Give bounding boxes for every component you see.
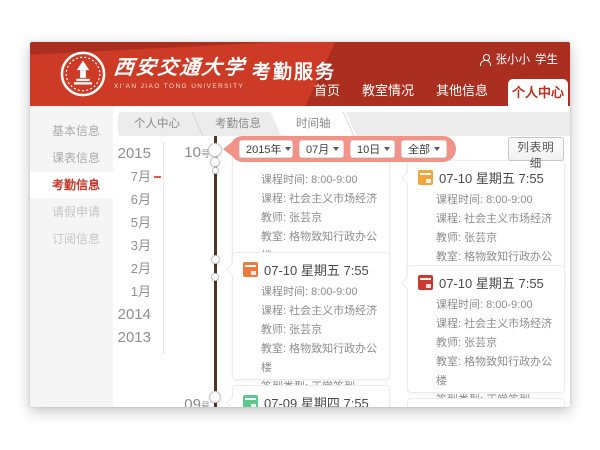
calendar-icon xyxy=(418,170,433,185)
card-field-course: 课程: 社会主义市场经济 xyxy=(436,213,553,225)
day-marker-09: 09号 xyxy=(184,396,210,407)
attendance-card-stub[interactable] xyxy=(407,398,565,407)
app-header: 西安交通大学 XI'AN JIAO TONG UNIVERSITY 考勤服务 张… xyxy=(30,42,570,106)
timeline-axis xyxy=(214,136,217,407)
sidebar: 基本信息 课表信息 考勤信息 请假申请 订阅信息 xyxy=(30,106,113,407)
card-date-title: 07-09 星期四 7:55 xyxy=(264,396,369,407)
card-field-course-time: 课程时间: 8:00-9:00 xyxy=(261,174,358,186)
card-date-title: 07-10 星期五 7:55 xyxy=(264,263,369,278)
user-icon xyxy=(479,53,491,66)
university-name-en: XI'AN JIAO TONG UNIVERSITY xyxy=(114,83,245,90)
calendar-icon xyxy=(418,275,433,290)
calendar-icon xyxy=(243,262,258,277)
user-role: 学生 xyxy=(535,54,558,66)
app-title: 考勤服务 xyxy=(252,62,337,83)
filter-bar: 2015年 07月 10日 全部 xyxy=(223,136,456,162)
card-field-course: 课程: 社会主义市场经济 xyxy=(261,193,378,205)
month-select[interactable]: 07月 xyxy=(299,140,344,158)
breadcrumb: 个人中心 考勤信息 时间轴 xyxy=(118,112,570,136)
attendance-card[interactable]: 07-10 星期五 7:55 课程时间: 8:00-9:00 课程: 社会主义市… xyxy=(225,252,390,393)
content-area: 基本信息 课表信息 考勤信息 请假申请 订阅信息 个人中心 考勤信息 时间轴 2… xyxy=(30,106,570,407)
card-field-teacher: 教师: 张芸京 xyxy=(261,212,323,224)
timeline-month-jan[interactable]: 1月 xyxy=(130,284,151,299)
card-field-classroom: 教室: 格物致知行政办公楼 xyxy=(436,356,553,387)
timeline-year-2015[interactable]: 2015 xyxy=(117,145,151,162)
breadcrumb-attendance-info[interactable]: 考勤信息 xyxy=(215,118,261,130)
nav-home[interactable]: 首页 xyxy=(313,83,340,98)
timeline-node xyxy=(209,391,221,403)
user-name: 张小小 xyxy=(495,54,531,66)
card-field-teacher: 教师: 张芸京 xyxy=(261,324,323,336)
user-info[interactable]: 张小小 学生 xyxy=(479,51,558,67)
timeline-month-mar[interactable]: 3月 xyxy=(130,238,151,253)
timeline-month-feb[interactable]: 2月 xyxy=(130,261,151,276)
main-nav: 首页 教室情况 其他信息 个人中心 xyxy=(303,79,568,106)
day-select[interactable]: 10日 xyxy=(350,140,395,158)
caret-down-icon xyxy=(285,147,292,151)
caret-down-icon xyxy=(434,147,440,151)
timeline-year-2014[interactable]: 2014 xyxy=(117,306,151,323)
nav-classroom-status[interactable]: 教室情况 xyxy=(361,83,414,98)
breadcrumb-personal-center[interactable]: 个人中心 xyxy=(134,118,180,130)
card-field-teacher: 教师: 张芸京 xyxy=(436,232,498,244)
sidebar-item-schedule-info[interactable]: 课表信息 xyxy=(52,151,101,165)
university-logo-icon xyxy=(60,51,106,97)
timeline-year-month-nav: 2015 7月 6月 5月 3月 2月 1月 2014 2013 xyxy=(114,142,161,349)
timeline-month-may[interactable]: 5月 xyxy=(130,215,151,230)
sidebar-item-basic-info[interactable]: 基本信息 xyxy=(52,124,101,138)
day-marker-10: 10号 xyxy=(184,144,210,161)
attendance-card[interactable]: 07-10 星期五 7:55 课程时间: 8:00-9:00 课程: 社会主义市… xyxy=(400,265,565,406)
app-window: 西安交通大学 XI'AN JIAO TONG UNIVERSITY 考勤服务 张… xyxy=(30,42,570,407)
timeline-node xyxy=(208,143,222,157)
brand-block: 西安交通大学 XI'AN JIAO TONG UNIVERSITY xyxy=(112,51,247,90)
timeline-node xyxy=(210,157,220,167)
timeline-month-jul[interactable]: 7月 xyxy=(114,165,161,188)
calendar-icon xyxy=(243,395,258,407)
timeline-node xyxy=(212,167,219,174)
sidebar-item-attendance-info[interactable]: 考勤信息 xyxy=(30,172,113,198)
caret-down-icon xyxy=(384,147,391,151)
card-field-course: 课程: 社会主义市场经济 xyxy=(261,305,378,317)
university-name-cn: 西安交通大学 xyxy=(112,57,247,79)
timeline-node xyxy=(211,273,219,281)
card-field-course-time: 课程时间: 8:00-9:00 xyxy=(436,194,533,206)
nav-personal-center[interactable]: 个人中心 xyxy=(508,79,568,106)
year-select[interactable]: 2015年 xyxy=(239,140,293,158)
list-detail-button[interactable]: 列表明细 xyxy=(508,137,564,170)
card-field-teacher: 教师: 张芸京 xyxy=(436,337,498,349)
card-field-course-time: 课程时间: 8:00-9:00 xyxy=(436,299,533,311)
type-select[interactable]: 全部 xyxy=(401,140,447,158)
card-date-title: 07-10 星期五 7:55 xyxy=(439,276,544,291)
selected-month-indicator xyxy=(154,176,161,178)
month-nav-divider xyxy=(163,142,164,354)
sidebar-item-leave-request[interactable]: 请假申请 xyxy=(52,205,101,219)
nav-other-info[interactable]: 其他信息 xyxy=(435,83,488,98)
caret-down-icon xyxy=(333,147,340,151)
attendance-card[interactable]: 07-09 星期四 7:55 xyxy=(225,385,390,407)
breadcrumb-timeline[interactable]: 时间轴 xyxy=(280,112,347,136)
card-field-course-time: 课程时间: 8:00-9:00 xyxy=(261,286,358,298)
card-field-classroom: 教室: 格物致知行政办公楼 xyxy=(261,343,378,374)
timeline-node xyxy=(211,255,220,264)
filter-bar-pointer xyxy=(223,142,232,156)
timeline-month-jun[interactable]: 6月 xyxy=(130,192,151,207)
timeline-year-2013[interactable]: 2013 xyxy=(117,329,151,346)
sidebar-item-subscription-info[interactable]: 订阅信息 xyxy=(52,232,101,246)
card-field-course: 课程: 社会主义市场经济 xyxy=(436,318,553,330)
card-date-title: 07-10 星期五 7:55 xyxy=(439,171,544,186)
